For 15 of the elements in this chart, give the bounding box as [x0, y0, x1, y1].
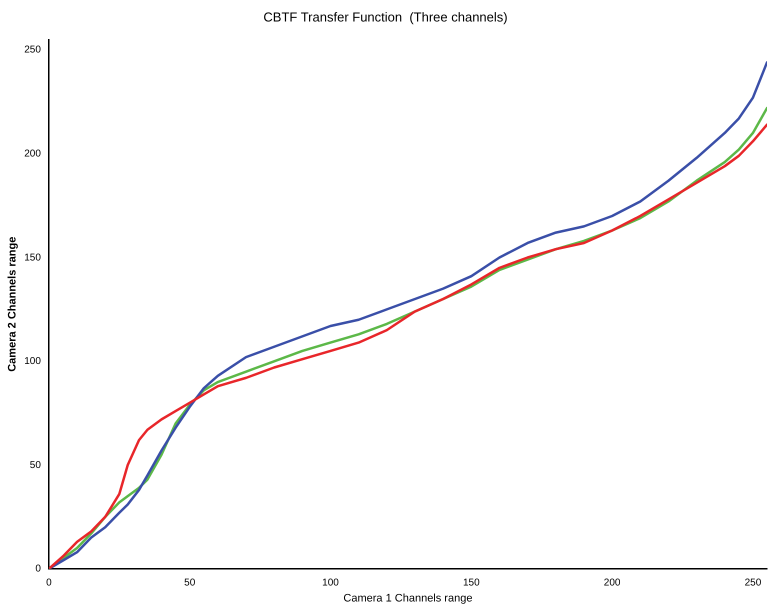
chart-title: CBTF Transfer Function (Three channels)	[263, 9, 508, 24]
y-tick-label: 250	[24, 44, 42, 56]
x-tick-label: 0	[46, 578, 52, 589]
y-axis-title: Camera 2 Channels range	[6, 236, 19, 372]
y-tick-label: 200	[24, 148, 42, 160]
y-tick-label: 150	[24, 252, 42, 264]
x-axis-title: Camera 1 Channels range	[343, 592, 472, 604]
y-tick-label: 0	[35, 564, 42, 575]
x-tick-label: 200	[604, 578, 621, 589]
y-tick-label: 100	[24, 356, 42, 368]
x-tick-label: 250	[744, 578, 762, 589]
x-tick-label: 150	[462, 578, 480, 589]
x-tick-label: 100	[322, 578, 340, 589]
x-tick-label: 50	[184, 578, 196, 589]
y-tick-label: 50	[30, 460, 42, 471]
